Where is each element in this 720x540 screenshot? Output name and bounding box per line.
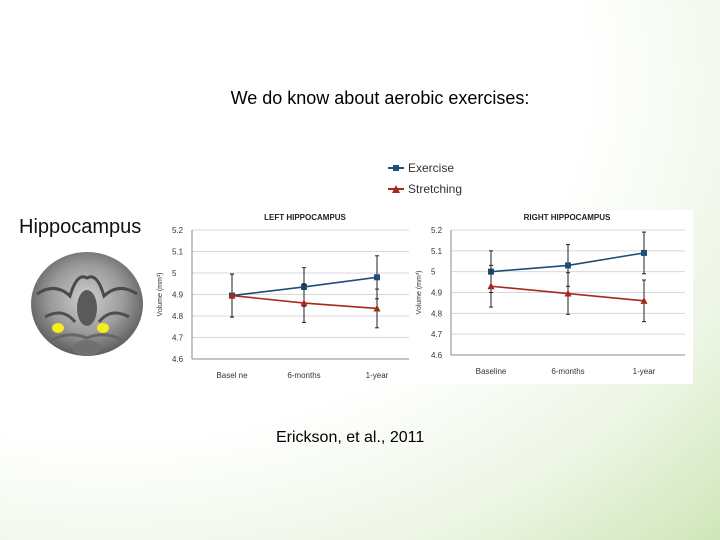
legend-exercise-label: Exercise xyxy=(408,161,455,175)
legend-item-exercise: Exercise xyxy=(388,160,454,176)
left-chart-ytick-label: 5 xyxy=(172,269,177,278)
right-chart-stretching-point xyxy=(640,296,648,304)
left-chart-exercise-point xyxy=(374,274,380,281)
right-chart-xtick-label: 6-months xyxy=(551,367,584,376)
right-chart-ytick-label: 4.8 xyxy=(431,309,443,318)
right-chart-ytick-label: 5.2 xyxy=(431,226,443,235)
right-chart-title: RIGHT HIPPOCAMPUS xyxy=(524,213,611,222)
chart-legend: Exercise Stretching xyxy=(382,156,480,210)
citation: Erickson, et al., 2011 xyxy=(276,429,425,446)
left-chart-title: LEFT HIPPOCAMPUS xyxy=(264,213,346,222)
left-chart-ytick-label: 4.8 xyxy=(172,312,184,321)
brain-scan-panel: Hippocampus xyxy=(15,212,162,384)
right-chart-ytick-label: 4.9 xyxy=(431,289,443,298)
legend-stretching-label: Stretching xyxy=(408,182,463,196)
left-hippocampus-highlight xyxy=(52,323,64,333)
right-hippocampus-highlight xyxy=(97,323,109,333)
right-hippocampus-chart: RIGHT HIPPOCAMPUS 4.6 4.7 4.8 4.9 5 5.1 5.2 Volu… xyxy=(411,210,693,384)
left-chart-ylabel: Volume (mm³) xyxy=(157,273,164,317)
right-chart-stretching-point xyxy=(487,282,495,290)
right-chart-ytick-label: 4.7 xyxy=(431,330,443,339)
left-chart-stretching-point xyxy=(300,299,308,307)
left-chart-ytick-label: 4.9 xyxy=(172,291,184,300)
slide-title: We do know about aerobic exercises: xyxy=(230,88,530,108)
left-chart-ytick-label: 4.7 xyxy=(172,334,184,343)
right-chart-ylabel: Volume (mm³) xyxy=(416,271,423,315)
brain-scan-image xyxy=(31,252,143,356)
right-chart-ytick-label: 5.1 xyxy=(431,247,443,256)
left-chart-ytick-label: 4.6 xyxy=(172,355,184,364)
left-chart-stretching-point xyxy=(373,304,381,312)
right-chart-stretching-point xyxy=(564,289,572,297)
legend-item-stretching: Stretching xyxy=(388,181,462,197)
right-chart-ytick-label: 4.6 xyxy=(431,351,443,360)
left-chart-xtick-label: 6-months xyxy=(287,371,320,380)
left-chart-xtick-label: Basel ne xyxy=(216,371,248,380)
left-chart-xtick-label: 1-year xyxy=(366,371,389,380)
left-chart-ytick-label: 5.1 xyxy=(172,248,184,257)
hippocampus-label: Hippocampus xyxy=(19,216,142,238)
right-chart-xtick-label: 1-year xyxy=(633,367,656,376)
left-chart-ytick-label: 5.2 xyxy=(172,226,184,235)
legend-exercise-swatch xyxy=(388,165,404,171)
left-hippocampus-chart: LEFT HIPPOCAMPUS 4.6 4.7 4.8 4.9 5 5.1 5.2 Volum… xyxy=(155,210,413,384)
legend-stretching-swatch xyxy=(388,185,404,193)
right-chart-xtick-label: Baseline xyxy=(476,367,507,376)
right-chart-ytick-label: 5 xyxy=(431,268,436,277)
right-chart-exercise-point xyxy=(565,262,571,269)
left-chart-stretching-point xyxy=(228,291,236,299)
right-chart-exercise-point xyxy=(641,249,647,256)
